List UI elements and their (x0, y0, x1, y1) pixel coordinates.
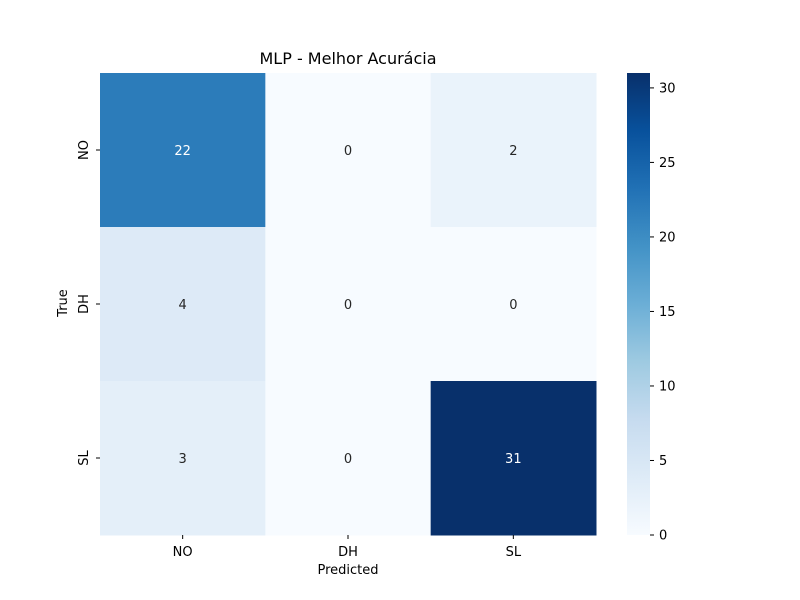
cell-value-label-1-0: 4 (179, 298, 187, 313)
cell-value-label-2-0: 3 (179, 452, 187, 467)
colorbar-tick-label-1: 5 (659, 454, 667, 469)
heatmap-cell-2-0 (100, 381, 266, 536)
y-tick-label-0: NO (77, 140, 92, 160)
x-axis-label: Predicted (317, 563, 378, 578)
colorbar-tick-label-4: 20 (659, 230, 676, 245)
heatmap-cell-0-2 (430, 73, 597, 228)
y-axis-label: True (56, 289, 71, 318)
cell-value-label-0-1: 0 (344, 144, 352, 159)
colorbar: 0 5 10 15 20 25 30 (627, 73, 676, 544)
heatmap-cell-2-2 (430, 381, 597, 536)
cell-value-label-0-0: 22 (174, 144, 191, 159)
x-tick-label-1: DH (338, 545, 358, 560)
colorbar-gradient (627, 73, 650, 535)
x-tick-label-2: SL (506, 545, 522, 560)
heatmap-cell-1-2 (430, 227, 597, 382)
cell-value-label-2-2: 31 (505, 452, 522, 467)
cell-value-label-1-1: 0 (344, 298, 352, 313)
heatmap-cell-0-0 (100, 73, 266, 228)
y-tick-label-2: SL (77, 449, 92, 465)
heatmap-cell-0-1 (265, 73, 432, 228)
colorbar-tick-label-0: 0 (659, 529, 667, 544)
heatmap-cell-1-1 (265, 227, 432, 382)
colorbar-tick-label-6: 30 (659, 81, 676, 96)
heatmap-cell-1-0 (100, 227, 266, 382)
heatmap-cell-2-1 (265, 381, 432, 536)
colorbar-tick-label-5: 25 (659, 156, 676, 171)
y-tick-label-1: DH (77, 294, 92, 314)
cell-value-label-2-1: 0 (344, 452, 352, 467)
colorbar-tick-label-3: 15 (659, 305, 676, 320)
x-tick-label-0: NO (173, 545, 193, 560)
axis-ticks: NO DH SL NO DH SL (77, 140, 522, 560)
colorbar-tick-label-2: 10 (659, 379, 676, 394)
cell-value-label-1-2: 0 (509, 298, 517, 313)
heatmap-cells: 22 0 2 4 0 0 3 0 31 (100, 73, 597, 536)
chart-title: MLP - Melhor Acurácia (259, 49, 436, 68)
cell-value-label-0-2: 2 (509, 144, 517, 159)
